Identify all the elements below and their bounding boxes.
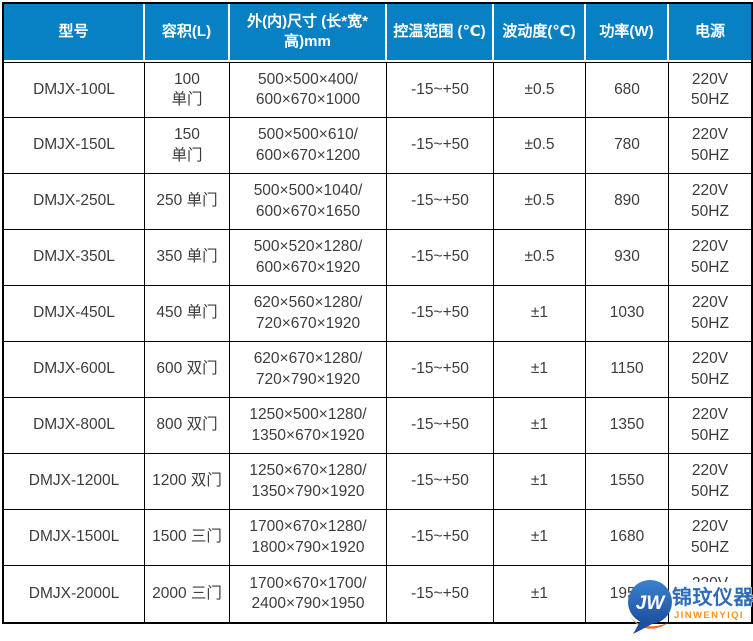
cell-power: 1150 <box>586 342 669 398</box>
cell-capacity: 350 单门 <box>145 230 230 286</box>
cell-power-supply: 220V 50HZ <box>669 118 751 174</box>
table-row: DMJX-1500L 1500 三门 1700×670×1280/ 1800×7… <box>4 510 751 566</box>
header-power-supply: 电源 <box>669 4 751 62</box>
cell-temp-range: -15~+50 <box>387 62 494 118</box>
cell-fluctuation: ±1 <box>494 510 586 566</box>
cell-temp-range: -15~+50 <box>387 454 494 510</box>
table-row: DMJX-600L 600 双门 620×670×1280/ 720×790×1… <box>4 342 751 398</box>
cell-power-supply: 220V 50HZ <box>669 454 751 510</box>
header-dimensions: 外(内)尺寸 (长*宽* 高)mm <box>230 4 387 62</box>
cell-dimensions: 1250×500×1280/ 1350×670×1920 <box>230 398 387 454</box>
header-capacity: 容积(L) <box>145 4 230 62</box>
cell-dimensions: 1700×670×1280/ 1800×790×1920 <box>230 510 387 566</box>
table-row: DMJX-350L 350 单门 500×520×1280/ 600×670×1… <box>4 230 751 286</box>
table-row: DMJX-800L 800 双门 1250×500×1280/ 1350×670… <box>4 398 751 454</box>
table-row: DMJX-2000L 2000 三门 1700×670×1700/ 2400×7… <box>4 566 751 622</box>
cell-power-supply: 220V 50HZ <box>669 342 751 398</box>
cell-fluctuation: ±0.5 <box>494 118 586 174</box>
cell-temp-range: -15~+50 <box>387 398 494 454</box>
cell-model: DMJX-450L <box>4 286 145 342</box>
cell-power-supply: 220V 50HZ <box>669 286 751 342</box>
table-row: DMJX-150L 150 单门 500×500×610/ 600×670×12… <box>4 118 751 174</box>
cell-power-supply: 220V 50HZ <box>669 62 751 118</box>
cell-model: DMJX-800L <box>4 398 145 454</box>
cell-power-supply: 220V 50HZ <box>669 566 751 622</box>
cell-dimensions: 1700×670×1700/ 2400×790×1950 <box>230 566 387 622</box>
cell-temp-range: -15~+50 <box>387 566 494 622</box>
table-row: DMJX-250L 250 单门 500×500×1040/ 600×670×1… <box>4 174 751 230</box>
cell-capacity: 150 单门 <box>145 118 230 174</box>
cell-power: 1950 <box>586 566 669 622</box>
cell-capacity: 100 单门 <box>145 62 230 118</box>
product-spec-table: 型号 容积(L) 外(内)尺寸 (长*宽* 高)mm 控温范围 (℃) 波动度(… <box>2 2 753 624</box>
cell-fluctuation: ±0.5 <box>494 230 586 286</box>
cell-temp-range: -15~+50 <box>387 510 494 566</box>
cell-temp-range: -15~+50 <box>387 230 494 286</box>
cell-power: 1680 <box>586 510 669 566</box>
cell-power-supply: 220V 50HZ <box>669 174 751 230</box>
table-row: DMJX-1200L 1200 双门 1250×670×1280/ 1350×7… <box>4 454 751 510</box>
cell-power-supply: 220V 50HZ <box>669 230 751 286</box>
cell-power: 680 <box>586 62 669 118</box>
cell-capacity: 250 单门 <box>145 174 230 230</box>
cell-model: DMJX-1500L <box>4 510 145 566</box>
cell-fluctuation: ±1 <box>494 566 586 622</box>
cell-temp-range: -15~+50 <box>387 174 494 230</box>
table-row: DMJX-100L 100 单门 500×500×400/ 600×670×10… <box>4 62 751 118</box>
cell-dimensions: 500×500×610/ 600×670×1200 <box>230 118 387 174</box>
table-row: DMJX-450L 450 单门 620×560×1280/ 720×670×1… <box>4 286 751 342</box>
cell-dimensions: 1250×670×1280/ 1350×790×1920 <box>230 454 387 510</box>
cell-power: 890 <box>586 174 669 230</box>
cell-model: DMJX-1200L <box>4 454 145 510</box>
cell-capacity: 1500 三门 <box>145 510 230 566</box>
cell-dimensions: 500×520×1280/ 600×670×1920 <box>230 230 387 286</box>
cell-capacity: 450 单门 <box>145 286 230 342</box>
cell-power: 1030 <box>586 286 669 342</box>
cell-power-supply: 220V 50HZ <box>669 510 751 566</box>
cell-model: DMJX-350L <box>4 230 145 286</box>
header-model: 型号 <box>4 4 145 62</box>
cell-power: 930 <box>586 230 669 286</box>
cell-model: DMJX-2000L <box>4 566 145 622</box>
cell-power: 780 <box>586 118 669 174</box>
cell-capacity: 600 双门 <box>145 342 230 398</box>
cell-fluctuation: ±0.5 <box>494 174 586 230</box>
cell-model: DMJX-150L <box>4 118 145 174</box>
header-fluctuation: 波动度(℃) <box>494 4 586 62</box>
header-temp-range: 控温范围 (℃) <box>387 4 494 62</box>
cell-temp-range: -15~+50 <box>387 286 494 342</box>
cell-fluctuation: ±0.5 <box>494 62 586 118</box>
cell-temp-range: -15~+50 <box>387 342 494 398</box>
cell-capacity: 800 双门 <box>145 398 230 454</box>
cell-dimensions: 500×500×400/ 600×670×1000 <box>230 62 387 118</box>
cell-model: DMJX-600L <box>4 342 145 398</box>
header-power: 功率(W) <box>586 4 669 62</box>
cell-power-supply: 220V 50HZ <box>669 398 751 454</box>
cell-fluctuation: ±1 <box>494 454 586 510</box>
cell-fluctuation: ±1 <box>494 398 586 454</box>
cell-model: DMJX-250L <box>4 174 145 230</box>
cell-dimensions: 500×500×1040/ 600×670×1650 <box>230 174 387 230</box>
cell-power: 1550 <box>586 454 669 510</box>
cell-power: 1350 <box>586 398 669 454</box>
cell-capacity: 1200 双门 <box>145 454 230 510</box>
cell-dimensions: 620×560×1280/ 720×670×1920 <box>230 286 387 342</box>
cell-temp-range: -15~+50 <box>387 118 494 174</box>
cell-model: DMJX-100L <box>4 62 145 118</box>
cell-dimensions: 620×670×1280/ 720×790×1920 <box>230 342 387 398</box>
cell-capacity: 2000 三门 <box>145 566 230 622</box>
cell-fluctuation: ±1 <box>494 286 586 342</box>
cell-fluctuation: ±1 <box>494 342 586 398</box>
header-row: 型号 容积(L) 外(内)尺寸 (长*宽* 高)mm 控温范围 (℃) 波动度(… <box>4 4 751 62</box>
